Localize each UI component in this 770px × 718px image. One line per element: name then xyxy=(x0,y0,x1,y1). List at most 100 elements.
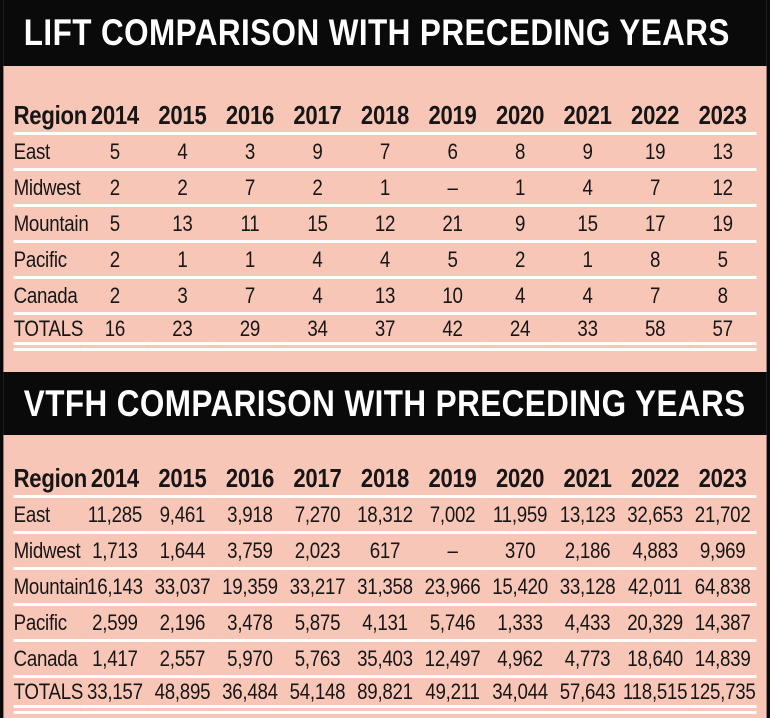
value-cell: 15,420 xyxy=(486,570,554,606)
value-cell: 4 xyxy=(283,279,352,315)
value-cell: 5,746 xyxy=(418,606,487,642)
vtfh-comparison-table: Region 2014 2015 2016 2017 2018 2019 2020 2021 20… xyxy=(13,462,757,714)
vtfh-title-bar: VTFH COMPARISON WITH PRECEDING YEARS xyxy=(3,372,767,435)
value-cell: 13 xyxy=(148,207,217,243)
value-cell: 21 xyxy=(418,207,487,243)
value-cell: 11,285 xyxy=(81,498,149,534)
value-cell: 54,148 xyxy=(283,678,352,714)
value-cell: 64,838 xyxy=(688,570,757,606)
value-cell: 15 xyxy=(553,207,622,243)
region-column-header: Region xyxy=(13,462,87,498)
value-cell: 1,644 xyxy=(148,534,217,570)
value-cell: 7 xyxy=(621,279,689,315)
value-cell: 13 xyxy=(688,135,757,171)
value-cell: 19 xyxy=(621,135,689,171)
table-row: Midwest 1,713 1,644 3,759 2,023 617–370 2,186 4… xyxy=(13,534,757,570)
table-header-row: Region 2014 2015 2016 2017 2018 2019 2020 2021 20… xyxy=(13,99,757,135)
value-cell: 34 xyxy=(283,315,352,351)
value-cell: 24 xyxy=(486,315,554,351)
value-cell: 9 xyxy=(553,135,622,171)
value-cell: 11 xyxy=(216,207,284,243)
value-cell: 2 xyxy=(148,171,217,207)
region-cell: Midwest xyxy=(13,171,82,207)
value-cell: 3 xyxy=(148,279,217,315)
value-cell: 1 xyxy=(486,171,554,207)
year-column-header: 2023 xyxy=(688,462,757,498)
region-cell: East xyxy=(13,135,82,171)
value-cell: 18,312 xyxy=(351,498,419,534)
region-column-header: Region xyxy=(13,99,87,135)
value-cell: 2,599 xyxy=(81,606,149,642)
value-cell: 12,497 xyxy=(418,642,487,678)
value-cell: – xyxy=(418,171,487,207)
year-column-header: 2018 xyxy=(351,99,419,135)
value-cell: 8 xyxy=(688,279,757,315)
value-cell: 4 xyxy=(283,243,352,279)
table-row: Canada 2 3 7 4 13 10 4 4 7 8 xyxy=(13,279,757,315)
value-cell: 15 xyxy=(283,207,352,243)
value-cell: 4 xyxy=(148,135,217,171)
value-cell: 34,044 xyxy=(486,678,554,714)
value-cell: 2 xyxy=(81,243,149,279)
value-cell: 3,759 xyxy=(216,534,284,570)
value-cell: 617 xyxy=(351,534,419,570)
region-cell: Midwest xyxy=(13,534,82,570)
year-column-header: 2015 xyxy=(148,99,217,135)
value-cell: 2 xyxy=(81,171,149,207)
value-cell: 1,333 xyxy=(486,606,554,642)
value-cell: 5 xyxy=(81,135,149,171)
value-cell: 14,387 xyxy=(688,606,757,642)
value-cell: 19 xyxy=(688,207,757,243)
value-cell: 36,484 xyxy=(216,678,284,714)
table-row: East 11,285 9,461 3,918 7,270 18,312 7,002 11,9… xyxy=(13,498,757,534)
table-row: Pacific 2,599 2,196 3,478 5,875 4,131 5,746 1,3… xyxy=(13,606,757,642)
region-cell: TOTALS xyxy=(13,315,83,351)
value-cell: 29 xyxy=(216,315,284,351)
value-cell: 7 xyxy=(216,279,284,315)
value-cell: 16,143 xyxy=(81,570,149,606)
value-cell: 9,969 xyxy=(688,534,757,570)
value-cell: 2 xyxy=(283,171,352,207)
value-cell: 5,763 xyxy=(283,642,352,678)
table-row: Pacific 2 1 1 4 4 5 2 1 8 5 xyxy=(13,243,757,279)
value-cell: 20,329 xyxy=(621,606,689,642)
value-cell: 5 xyxy=(418,243,487,279)
value-cell: 8 xyxy=(486,135,554,171)
value-cell: 8 xyxy=(621,243,689,279)
value-cell: 4,131 xyxy=(351,606,419,642)
value-cell: 1 xyxy=(148,243,217,279)
value-cell: 42 xyxy=(418,315,487,351)
year-column-header: 2020 xyxy=(486,99,554,135)
value-cell: 33,037 xyxy=(148,570,217,606)
year-column-header: 2016 xyxy=(216,462,284,498)
vtfh-table-section: Region 2014 2015 2016 2017 2018 2019 2020 2021 20… xyxy=(3,435,766,714)
value-cell: 18,640 xyxy=(621,642,689,678)
table-row: East 5 4 3 9 7 6 8 9 19 13 xyxy=(13,135,757,171)
value-cell: 4,433 xyxy=(553,606,622,642)
region-cell: Canada xyxy=(13,279,82,315)
value-cell: 9 xyxy=(486,207,554,243)
value-cell: 89,821 xyxy=(351,678,419,714)
value-cell: 16 xyxy=(81,315,149,351)
value-cell: 2,557 xyxy=(148,642,217,678)
year-column-header: 2016 xyxy=(216,99,284,135)
region-cell: Pacific xyxy=(13,606,82,642)
value-cell: 2,023 xyxy=(283,534,352,570)
value-cell: 9,461 xyxy=(148,498,217,534)
region-cell: East xyxy=(13,498,82,534)
year-column-header: 2015 xyxy=(148,462,217,498)
lift-table-title: LIFT COMPARISON WITH PRECEDING YEARS xyxy=(23,12,730,53)
region-cell: TOTALS xyxy=(13,678,83,714)
value-cell: 5,970 xyxy=(216,642,284,678)
year-column-header: 2021 xyxy=(553,99,622,135)
value-cell: 5 xyxy=(688,243,757,279)
value-cell: 42,011 xyxy=(621,570,689,606)
value-cell: 12 xyxy=(351,207,419,243)
year-column-header: 2014 xyxy=(81,462,149,498)
value-cell: 7,270 xyxy=(283,498,352,534)
year-column-header: 2018 xyxy=(351,462,419,498)
value-cell: 33,217 xyxy=(283,570,352,606)
value-cell: 33,128 xyxy=(553,570,622,606)
year-column-header: 2017 xyxy=(283,99,352,135)
